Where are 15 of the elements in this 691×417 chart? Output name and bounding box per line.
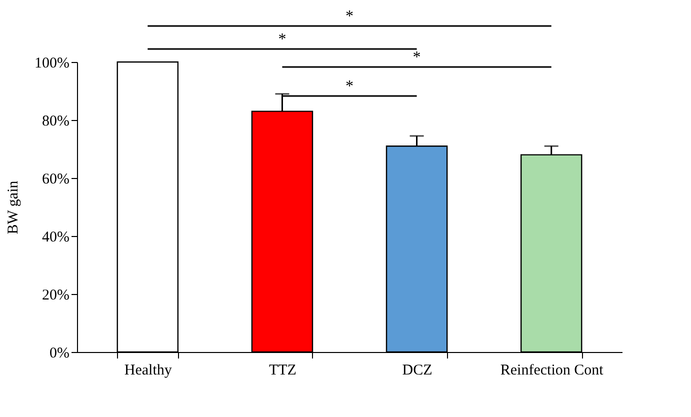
x-tick-label: DCZ — [402, 362, 432, 378]
text: * — [346, 8, 354, 25]
annotation: * — [346, 78, 354, 95]
y-tick-label: 80% — [42, 114, 70, 130]
annotation: * — [412, 49, 421, 66]
y-tick-label: 60% — [42, 172, 70, 188]
x-tick-label: TTZ — [268, 362, 296, 378]
y-axis-title: BW gain — [6, 180, 22, 234]
y-tick-label: 100% — [34, 56, 70, 72]
y-tick-label: 20% — [42, 288, 70, 304]
y-tick-label: 40% — [42, 230, 70, 246]
x-tick-label: Reinfection Cont — [500, 362, 604, 378]
y-tick-label: 0% — [50, 346, 70, 362]
x-tick-label: Healthy — [124, 362, 172, 378]
text: * — [278, 31, 286, 48]
